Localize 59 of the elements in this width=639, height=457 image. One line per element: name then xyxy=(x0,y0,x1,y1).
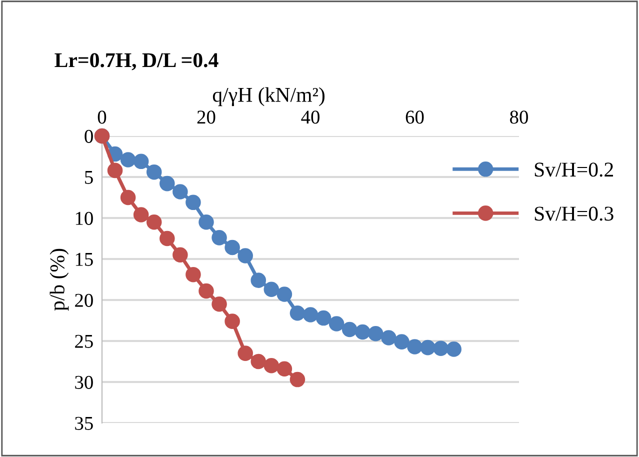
y-tick-label: 20 xyxy=(75,294,93,307)
point xyxy=(250,272,266,288)
x-tick-label: 0 xyxy=(98,110,106,124)
point xyxy=(290,372,306,388)
y-tick-label: 10 xyxy=(76,212,93,225)
point xyxy=(264,358,280,374)
point xyxy=(212,230,227,246)
legend-label: Sv/H=0.2 xyxy=(534,162,613,177)
point xyxy=(186,266,201,282)
point xyxy=(186,194,201,210)
point xyxy=(407,339,422,354)
point xyxy=(302,307,318,322)
point xyxy=(290,305,306,321)
point xyxy=(250,354,266,370)
point xyxy=(342,322,358,338)
y-tick-label: 0 xyxy=(84,130,93,143)
point xyxy=(133,154,149,170)
chart-title: Lr=0.7H, D/L =0.4 xyxy=(54,53,218,70)
point xyxy=(133,207,149,222)
point xyxy=(276,286,292,302)
point xyxy=(381,330,396,346)
point xyxy=(328,316,344,332)
y-tick-label: 30 xyxy=(75,376,93,389)
point xyxy=(198,214,214,230)
y-tick-label: 5 xyxy=(85,171,93,184)
point xyxy=(420,340,436,356)
point xyxy=(120,152,136,168)
x-tick-label: 80 xyxy=(510,110,528,124)
point xyxy=(446,342,462,357)
x-tick-label: 40 xyxy=(301,110,320,124)
point xyxy=(238,346,253,361)
y-axis-title: p/b (%) xyxy=(50,248,69,311)
point xyxy=(394,334,410,350)
point xyxy=(276,361,292,377)
point xyxy=(120,190,136,206)
legend-label: Sv/H=0.3 xyxy=(534,206,614,221)
point xyxy=(224,314,240,329)
y-tick-label: 15 xyxy=(76,252,93,266)
point xyxy=(160,176,175,192)
point xyxy=(172,184,188,200)
x-axis-title: q/γH (kN/m²) xyxy=(212,87,325,106)
point xyxy=(212,296,227,312)
point xyxy=(238,248,253,264)
point xyxy=(354,324,370,340)
point xyxy=(316,310,332,326)
point xyxy=(224,240,240,256)
y-tick-label: 35 xyxy=(75,416,93,430)
point xyxy=(160,230,175,246)
x-tick-label: 20 xyxy=(197,110,216,124)
point xyxy=(146,214,162,230)
point xyxy=(264,282,280,297)
point xyxy=(172,247,188,263)
point xyxy=(368,326,384,342)
point xyxy=(107,162,123,178)
point xyxy=(198,283,214,299)
point xyxy=(433,340,448,356)
point xyxy=(146,164,162,180)
x-tick-label: 60 xyxy=(406,110,424,124)
y-tick-label: 25 xyxy=(75,334,93,348)
